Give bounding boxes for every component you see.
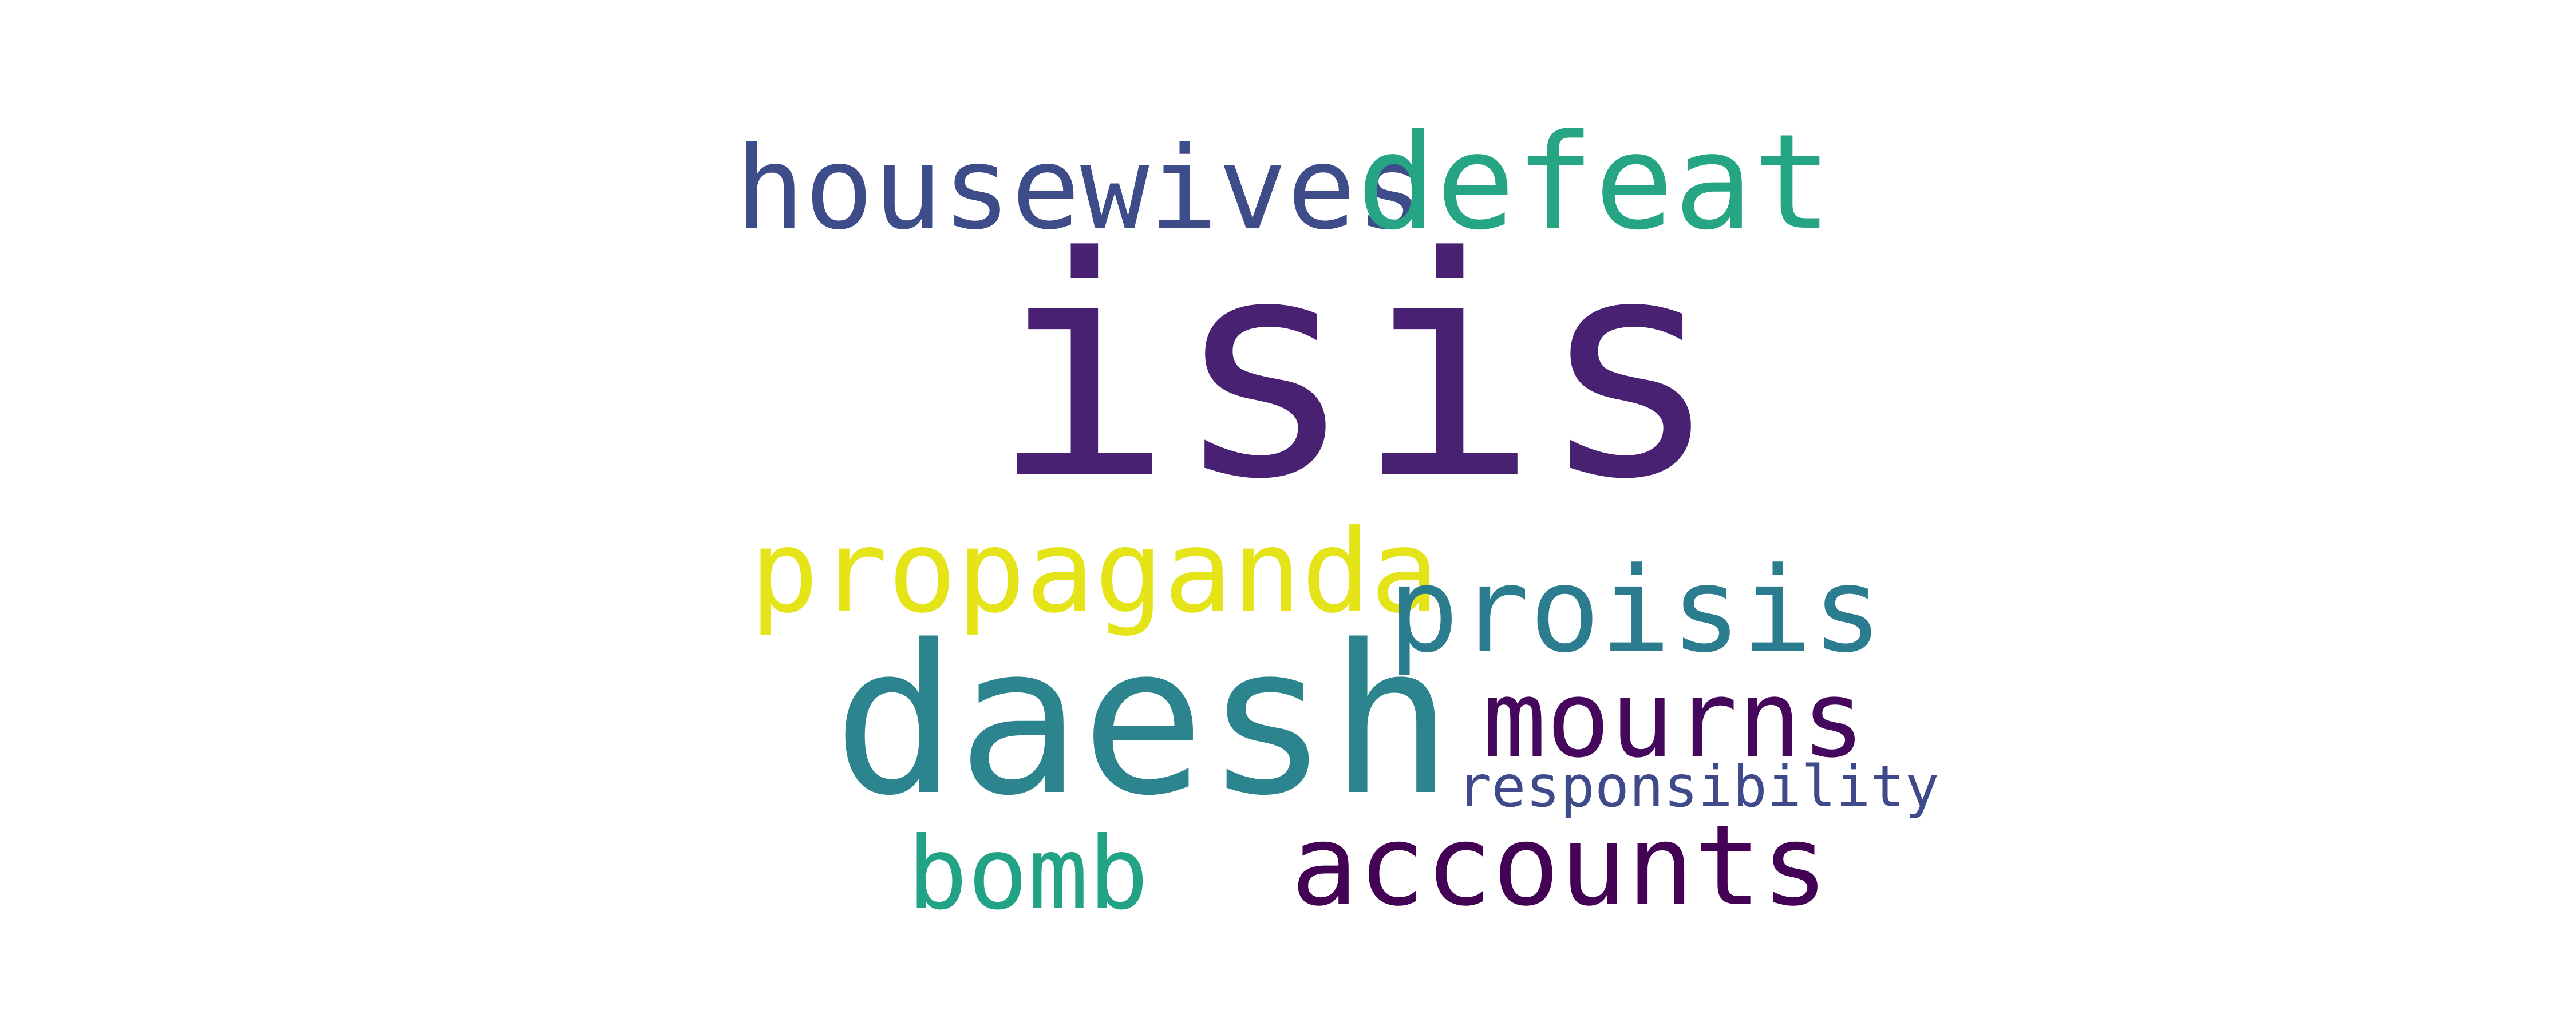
word-propaganda: propaganda bbox=[750, 505, 1440, 639]
word-bomb: bomb bbox=[907, 816, 1149, 932]
word-daesh: daesh bbox=[833, 601, 1453, 841]
word-housewives: housewives bbox=[736, 122, 1425, 255]
word-isis: isis bbox=[990, 192, 1721, 545]
word-mourns: mourns bbox=[1483, 657, 1866, 781]
word-responsibility: responsibility bbox=[1457, 753, 1939, 820]
word-proisis: proisis bbox=[1388, 542, 1883, 679]
word-accounts: accounts bbox=[1291, 801, 1829, 930]
word-defeat: defeat bbox=[1357, 106, 1832, 259]
